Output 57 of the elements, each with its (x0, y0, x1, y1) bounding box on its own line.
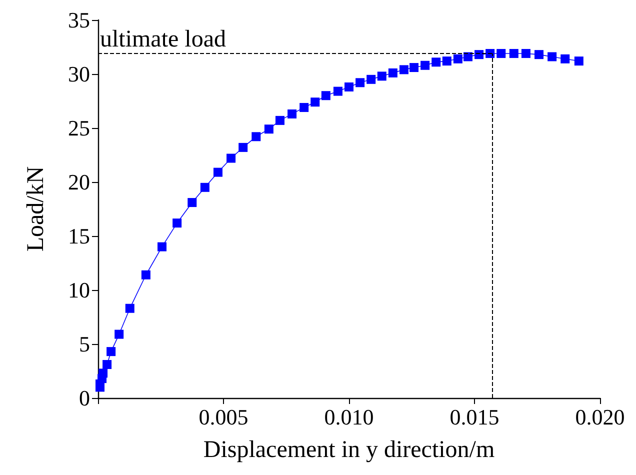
point (463, 52, 472, 62)
x-tick-label: 0.015 (450, 404, 500, 430)
point (310, 98, 320, 107)
point (98, 368, 108, 378)
point (574, 56, 584, 66)
point (252, 132, 261, 142)
point (388, 68, 398, 78)
point (275, 116, 284, 125)
point (226, 154, 236, 163)
point (106, 347, 116, 356)
point (410, 63, 419, 72)
point (377, 72, 386, 81)
point (420, 60, 430, 70)
x-tick-label: 0.020 (575, 404, 625, 430)
point (509, 48, 518, 58)
point (366, 74, 376, 84)
point (486, 48, 495, 58)
point (125, 304, 134, 313)
point (453, 54, 462, 64)
y-tick-label: 15 (68, 224, 90, 248)
point (114, 330, 124, 339)
point (188, 198, 197, 208)
point (288, 109, 297, 118)
point (442, 56, 452, 66)
point (238, 142, 248, 152)
point (333, 86, 342, 96)
point (321, 91, 330, 100)
y-tick-label: 10 (68, 278, 90, 302)
y-tick-label: 35 (68, 8, 90, 32)
point (474, 50, 484, 60)
point (141, 270, 150, 280)
point (300, 102, 309, 112)
point (158, 242, 167, 252)
ref-line-label: ultimate load (100, 26, 226, 52)
x-axis-title: Displacement in y direction/m (203, 437, 495, 463)
point (264, 124, 274, 134)
point (548, 52, 557, 62)
point (496, 48, 506, 58)
point (172, 218, 182, 228)
point (521, 48, 530, 58)
point (560, 54, 570, 64)
point (399, 65, 408, 74)
point (356, 78, 365, 88)
point (213, 168, 222, 177)
point (344, 82, 354, 92)
y-tick-label: 30 (68, 62, 90, 86)
y-axis-title: Load/kN (23, 166, 49, 252)
y-tick-label: 20 (68, 170, 90, 194)
point (102, 360, 112, 370)
point (534, 50, 544, 60)
point (432, 58, 441, 67)
y-tick-label: 0 (79, 386, 90, 410)
y-tick-label: 5 (79, 332, 90, 356)
y-tick-label: 25 (68, 116, 90, 140)
x-tick-label: 0.010 (324, 404, 374, 430)
point (200, 182, 210, 192)
x-tick-label: 0.005 (198, 404, 248, 430)
